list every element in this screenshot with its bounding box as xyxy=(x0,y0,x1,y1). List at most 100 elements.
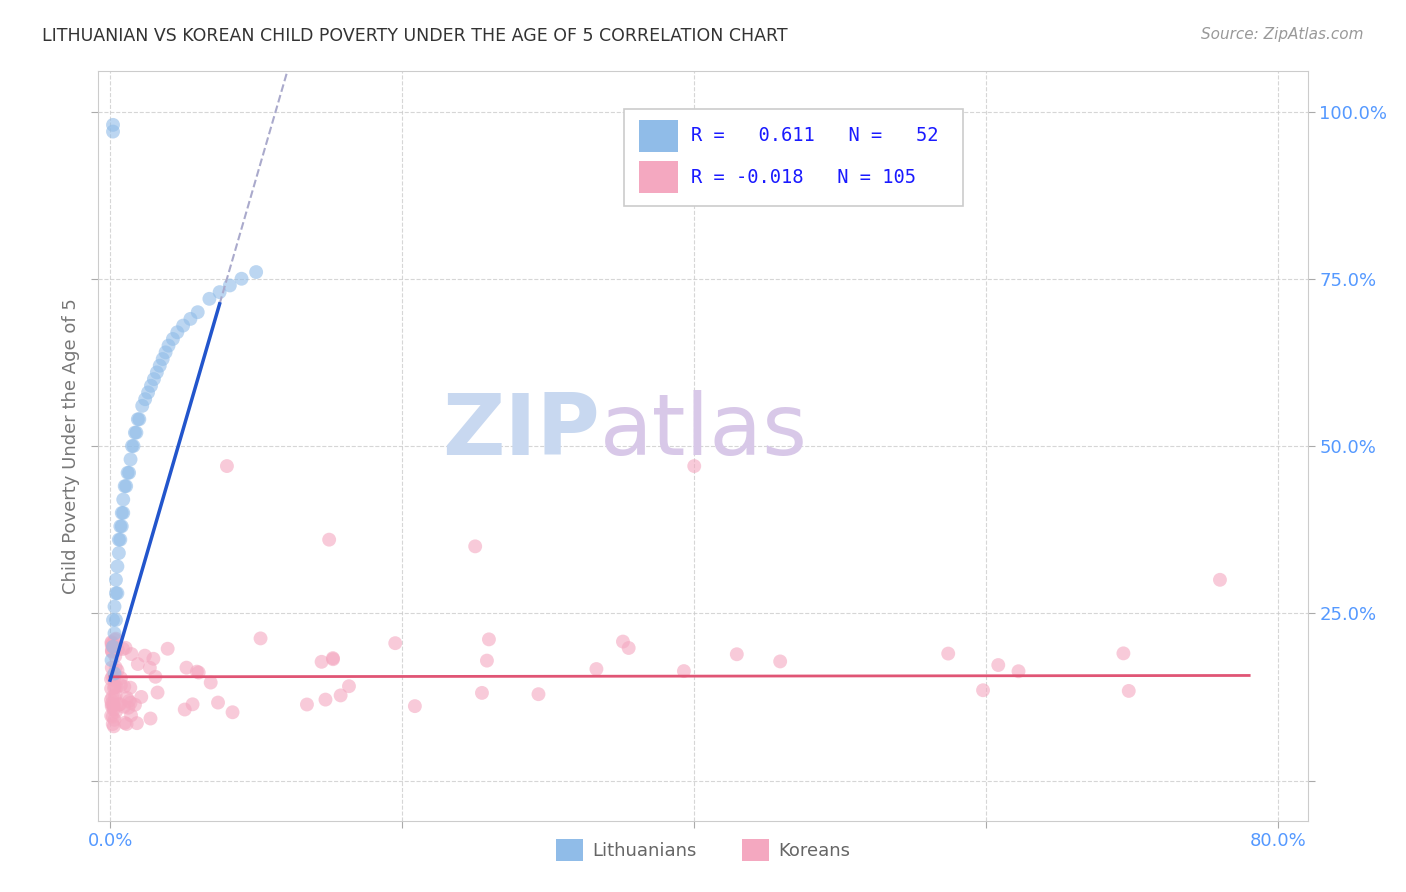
Point xyxy=(103,698,125,713)
Point xyxy=(103,673,125,687)
Point xyxy=(111,642,134,657)
Point xyxy=(125,716,148,731)
Point xyxy=(110,519,132,533)
Point xyxy=(172,318,194,333)
Point xyxy=(103,713,125,727)
Point xyxy=(100,672,122,686)
Point xyxy=(101,125,124,139)
FancyBboxPatch shape xyxy=(638,161,678,193)
Point xyxy=(104,573,127,587)
Point xyxy=(471,686,494,700)
Point xyxy=(218,278,240,293)
Point xyxy=(103,640,125,654)
Point xyxy=(101,669,124,683)
Point xyxy=(769,655,792,669)
Point xyxy=(173,702,195,716)
Text: atlas: atlas xyxy=(600,390,808,473)
Point xyxy=(139,661,162,675)
Point xyxy=(1112,646,1135,660)
Point xyxy=(101,643,124,657)
Point xyxy=(115,717,138,731)
Point xyxy=(176,660,198,674)
Point xyxy=(103,644,125,658)
Point xyxy=(108,546,131,560)
Point xyxy=(145,670,167,684)
FancyBboxPatch shape xyxy=(624,109,963,206)
Point xyxy=(118,466,141,480)
Point xyxy=(329,689,352,703)
Point xyxy=(187,665,209,680)
Point xyxy=(121,647,143,661)
Point xyxy=(318,533,340,547)
Point xyxy=(139,712,162,726)
Point xyxy=(120,708,142,723)
Point xyxy=(384,636,406,650)
Point xyxy=(179,312,201,326)
Point xyxy=(527,687,550,701)
Point xyxy=(142,652,165,666)
Point xyxy=(107,559,129,574)
Point xyxy=(249,632,271,646)
Point xyxy=(104,680,127,694)
Point xyxy=(115,690,138,705)
Point xyxy=(221,706,243,720)
Point xyxy=(103,666,125,681)
Point xyxy=(115,479,138,493)
Point xyxy=(311,655,333,669)
Point xyxy=(100,638,122,652)
Point xyxy=(108,697,131,711)
Point xyxy=(155,345,177,359)
Point xyxy=(104,586,127,600)
FancyBboxPatch shape xyxy=(638,120,678,152)
Point xyxy=(104,632,127,647)
Point xyxy=(100,636,122,650)
Point xyxy=(114,715,136,730)
Point xyxy=(142,372,165,386)
Point xyxy=(972,683,994,698)
Point xyxy=(337,679,360,693)
Point xyxy=(156,641,179,656)
Point xyxy=(198,292,221,306)
Point xyxy=(149,359,172,373)
Point xyxy=(617,640,640,655)
Point xyxy=(101,640,124,654)
Point xyxy=(1118,684,1140,698)
Point xyxy=(231,272,253,286)
Point xyxy=(110,533,132,547)
Point xyxy=(127,657,149,671)
Point xyxy=(1007,665,1029,679)
Point xyxy=(103,690,125,705)
Point xyxy=(101,613,124,627)
Point xyxy=(1209,573,1232,587)
Point xyxy=(101,118,124,132)
Point xyxy=(101,645,124,659)
Point xyxy=(475,654,498,668)
Point xyxy=(120,452,142,467)
Point xyxy=(100,708,122,723)
Point xyxy=(110,671,132,685)
Text: R = -0.018   N = 105: R = -0.018 N = 105 xyxy=(690,168,915,186)
Point xyxy=(100,635,122,649)
Point xyxy=(404,699,426,714)
Point xyxy=(181,698,204,712)
Point xyxy=(612,634,634,648)
Point xyxy=(124,698,146,712)
Point xyxy=(104,705,127,719)
Point xyxy=(114,479,136,493)
Point xyxy=(107,642,129,657)
Point xyxy=(215,459,238,474)
Point xyxy=(162,332,184,346)
Point xyxy=(103,626,125,640)
Y-axis label: Child Poverty Under the Age of 5: Child Poverty Under the Age of 5 xyxy=(62,298,80,594)
Point xyxy=(131,399,153,413)
Point xyxy=(152,352,174,367)
Point xyxy=(322,652,344,666)
Point xyxy=(111,519,134,533)
Point xyxy=(245,265,267,279)
Point xyxy=(100,653,122,667)
Point xyxy=(101,636,124,650)
Point xyxy=(295,698,318,712)
Point xyxy=(117,700,139,714)
Point xyxy=(987,658,1010,673)
Point xyxy=(134,648,156,663)
